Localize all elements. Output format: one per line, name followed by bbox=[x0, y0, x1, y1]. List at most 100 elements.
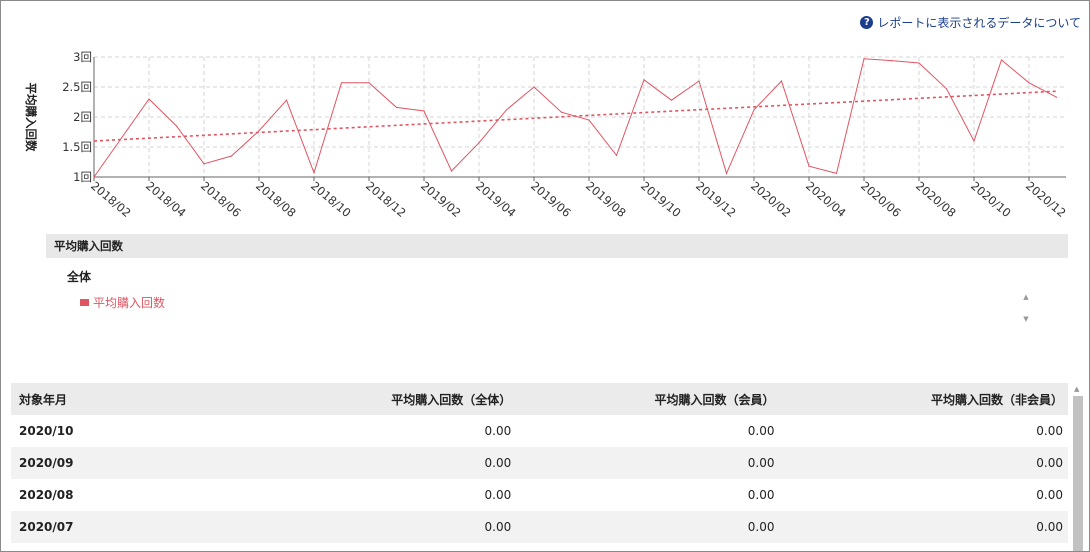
data-point bbox=[780, 80, 783, 82]
cell-members: 0.00 bbox=[516, 511, 780, 543]
legend-header: 平均購入回数 bbox=[46, 234, 1068, 258]
x-tick-label: 2020/08 bbox=[913, 179, 959, 220]
x-tick-label: 2020/04 bbox=[803, 179, 849, 220]
column-header-members[interactable]: 平均購入回数（会員） bbox=[516, 383, 780, 415]
x-tick-label: 2018/08 bbox=[253, 179, 299, 220]
data-point bbox=[615, 154, 618, 156]
x-tick-label: 2020/10 bbox=[968, 179, 1014, 220]
x-tick-label: 2018/02 bbox=[88, 179, 134, 220]
column-header-month[interactable]: 対象年月 bbox=[11, 383, 253, 415]
scrollbar-thumb[interactable] bbox=[1073, 396, 1083, 551]
data-help-link[interactable]: ? レポートに表示されるデータについて bbox=[860, 14, 1081, 31]
table-row: 2020/07 0.00 0.00 0.00 bbox=[11, 511, 1068, 543]
data-point bbox=[340, 82, 343, 84]
y-tick-label: 3回 bbox=[73, 50, 92, 64]
data-point bbox=[258, 130, 260, 132]
data-point bbox=[478, 142, 480, 144]
cell-non-members: 0.00 bbox=[779, 479, 1068, 511]
data-point bbox=[395, 106, 398, 108]
data-point bbox=[230, 155, 233, 157]
cell-total: 0.00 bbox=[253, 415, 517, 447]
data-point bbox=[973, 140, 975, 142]
cell-members: 0.00 bbox=[516, 479, 780, 511]
cell-month: 2020/10 bbox=[11, 415, 253, 447]
cell-total: 0.00 bbox=[253, 511, 517, 543]
table-scrollbar[interactable]: ▲ bbox=[1071, 383, 1085, 551]
data-point bbox=[1028, 82, 1030, 84]
x-tick-label: 2018/12 bbox=[363, 179, 409, 220]
legend-item-label: 平均購入回数 bbox=[93, 296, 166, 310]
x-tick-label: 2020/12 bbox=[1023, 179, 1069, 220]
question-circle-icon: ? bbox=[860, 16, 874, 29]
x-tick-label: 2020/06 bbox=[858, 179, 904, 220]
data-point bbox=[148, 98, 150, 100]
legend-group-label: 全体 bbox=[67, 270, 92, 284]
data-point bbox=[313, 172, 315, 174]
data-point bbox=[863, 58, 865, 60]
cell-month: 2020/07 bbox=[11, 511, 253, 543]
cell-total: 0.00 bbox=[253, 479, 517, 511]
data-point bbox=[808, 165, 810, 167]
data-point bbox=[725, 172, 728, 174]
data-point bbox=[175, 125, 178, 127]
legend-scroller[interactable]: ▲ ▼ bbox=[1019, 293, 1033, 323]
column-header-total[interactable]: 平均購入回数（全体） bbox=[253, 383, 517, 415]
data-point bbox=[203, 163, 205, 165]
data-point bbox=[698, 80, 700, 82]
data-point bbox=[1000, 59, 1003, 61]
y-tick-label: 1回 bbox=[73, 170, 92, 184]
data-point bbox=[753, 109, 755, 111]
table-row: 2020/08 0.00 0.00 0.00 bbox=[11, 479, 1068, 511]
scroll-up-icon[interactable]: ▲ bbox=[1074, 385, 1080, 393]
data-point bbox=[835, 172, 838, 174]
legend-swatch bbox=[80, 299, 89, 306]
data-point bbox=[945, 88, 948, 90]
data-point bbox=[93, 176, 95, 178]
data-point bbox=[285, 99, 288, 101]
cell-non-members: 0.00 bbox=[779, 511, 1068, 543]
x-tick-label: 2019/04 bbox=[473, 179, 519, 220]
data-point bbox=[560, 111, 563, 113]
data-point bbox=[918, 62, 920, 64]
x-tick-label: 2019/12 bbox=[693, 179, 739, 220]
data-table-container: 対象年月 平均購入回数（全体） 平均購入回数（会員） 平均購入回数（非会員） 2… bbox=[11, 383, 1068, 543]
cell-non-members: 0.00 bbox=[779, 415, 1068, 447]
y-tick-label: 2回 bbox=[73, 110, 92, 124]
data-point bbox=[505, 109, 508, 111]
x-tick-label: 2019/10 bbox=[638, 179, 684, 220]
table-row: 2020/09 0.00 0.00 0.00 bbox=[11, 447, 1068, 479]
data-point bbox=[670, 99, 673, 101]
data-point bbox=[1055, 96, 1058, 98]
data-point bbox=[423, 110, 425, 112]
y-tick-label: 1.5回 bbox=[62, 140, 92, 154]
data-point bbox=[588, 119, 590, 121]
scroll-up-icon[interactable]: ▲ bbox=[1023, 293, 1029, 301]
y-axis-title: 平均購入回数 bbox=[24, 83, 38, 152]
table-row: 2020/10 0.00 0.00 0.00 bbox=[11, 415, 1068, 447]
x-tick-label: 2018/06 bbox=[198, 179, 244, 220]
cell-month: 2020/09 bbox=[11, 447, 253, 479]
data-point bbox=[643, 79, 645, 81]
data-point bbox=[533, 86, 535, 88]
series-line bbox=[93, 58, 1057, 178]
cell-members: 0.00 bbox=[516, 447, 780, 479]
cell-total: 0.00 bbox=[253, 447, 517, 479]
data-point bbox=[120, 137, 123, 139]
x-tick-label: 2018/10 bbox=[308, 179, 354, 220]
cell-non-members: 0.00 bbox=[779, 447, 1068, 479]
scroll-down-icon[interactable]: ▼ bbox=[1023, 315, 1029, 323]
y-tick-label: 2.5回 bbox=[62, 80, 92, 94]
column-header-non-members[interactable]: 平均購入回数（非会員） bbox=[779, 383, 1068, 415]
data-point bbox=[368, 82, 370, 84]
legend-item-average-purchases[interactable]: 平均購入回数 bbox=[80, 294, 165, 311]
cell-members: 0.00 bbox=[516, 415, 780, 447]
x-tick-label: 2020/02 bbox=[748, 179, 794, 220]
x-tick-label: 2019/02 bbox=[418, 179, 464, 220]
x-tick-label: 2019/08 bbox=[583, 179, 629, 220]
data-table: 対象年月 平均購入回数（全体） 平均購入回数（会員） 平均購入回数（非会員） 2… bbox=[11, 383, 1068, 543]
data-help-label: レポートに表示されるデータについて bbox=[877, 16, 1081, 30]
x-tick-label: 2018/04 bbox=[143, 179, 189, 220]
data-point bbox=[450, 170, 453, 172]
